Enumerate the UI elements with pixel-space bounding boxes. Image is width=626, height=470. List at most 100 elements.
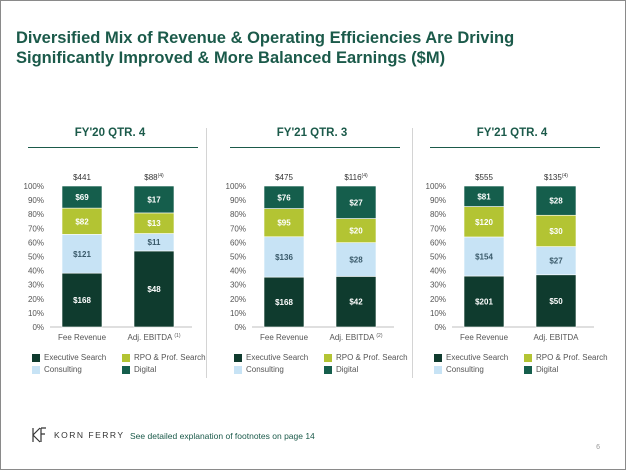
stacked-bar-chart: 0% 10% 20% 30% 40% 50% 60% 70% 80% 90% 100% $201 $15… — [426, 173, 594, 342]
data-label: $201 — [475, 298, 493, 307]
data-label: $69 — [75, 193, 89, 202]
legend-item-executive-search: Executive Search — [234, 353, 308, 362]
data-label: $27 — [349, 198, 363, 207]
legend-item-executive-search: Executive Search — [434, 353, 508, 362]
bar-segment-digital — [133, 185, 175, 214]
y-tick-label: 30% — [230, 281, 246, 290]
panel-rule — [230, 147, 400, 148]
slide-title: Diversified Mix of Revenue & Operating E… — [16, 28, 576, 68]
bar-segment-rpo-prof-search — [463, 206, 505, 238]
panel-rule — [430, 147, 600, 148]
total-label: $88(4) — [144, 173, 164, 182]
category-label: Fee Revenue — [460, 333, 509, 342]
data-label: $50 — [549, 297, 563, 306]
y-tick-label: 10% — [430, 309, 446, 318]
data-label: $76 — [277, 193, 291, 202]
legend-label: Consulting — [246, 365, 284, 374]
category-footnote-marker: (2) — [376, 333, 382, 339]
data-label: $11 — [148, 238, 161, 247]
bar-segment-digital — [463, 185, 505, 207]
y-tick-label: 50% — [230, 253, 246, 262]
legend-swatch — [434, 353, 442, 362]
y-tick-label: 50% — [430, 253, 446, 262]
y-tick-label: 10% — [28, 309, 44, 318]
y-tick-label: 20% — [230, 295, 246, 304]
bar-segment-digital — [335, 185, 377, 219]
category-footnote-marker: (1) — [174, 333, 180, 339]
y-tick-label: 10% — [230, 309, 246, 318]
total-label: $555 — [475, 173, 493, 182]
bar-segment-executive-search — [335, 276, 377, 328]
chart-panel-fy21-q3: FY'21 QTR. 3 0% 10% 20% 30% 40% 50% 60% 70% 80% 9… — [212, 127, 412, 387]
chart-panel-fy21-q4: FY'21 QTR. 4 0% 10% 20% 30% 40% 50% 60% 70% 80% 9… — [412, 127, 612, 387]
legend-label: Digital — [336, 365, 359, 374]
legend-swatch — [32, 365, 40, 374]
bar-segment-consulting — [263, 236, 305, 278]
total-label: $475 — [275, 173, 293, 182]
legend-swatch — [234, 365, 242, 374]
y-tick-label: 70% — [28, 224, 44, 233]
y-tick-label: 30% — [430, 281, 446, 290]
panel-divider — [206, 128, 207, 378]
y-tick-label: 60% — [28, 238, 44, 247]
title-line-1: Diversified Mix of Revenue & Operating E… — [16, 29, 515, 47]
legend-label: Digital — [536, 365, 559, 374]
y-tick-label: 40% — [230, 267, 246, 276]
data-label: $121 — [73, 250, 91, 259]
legend-item-consulting: Consulting — [234, 365, 284, 374]
legend-label: RPO & Prof. Search — [336, 353, 408, 362]
y-tick-label: 90% — [28, 196, 44, 205]
bar-segment-executive-search — [535, 274, 577, 328]
y-tick-label: 40% — [28, 267, 44, 276]
footnote-text: See detailed explanation of footnotes on… — [130, 431, 315, 441]
legend-label: Executive Search — [446, 353, 509, 362]
bar-segment-digital — [535, 185, 577, 216]
legend-swatch — [524, 365, 532, 374]
panel-rule — [28, 147, 198, 148]
legend-item-digital: Digital — [524, 365, 558, 374]
korn-ferry-logo: KORN FERRY — [30, 426, 125, 444]
data-label: $20 — [349, 227, 363, 236]
bar-segment-executive-search — [133, 250, 175, 328]
y-tick-label: 100% — [24, 182, 44, 191]
data-label: $120 — [475, 218, 493, 227]
total-label: $116(4) — [344, 173, 368, 182]
y-tick-label: 80% — [230, 210, 246, 219]
legend-swatch — [122, 365, 130, 374]
y-tick-label: 0% — [32, 323, 44, 332]
stacked-bar-chart: 0% 10% 20% 30% 40% 50% 60% 70% 80% 90% 100% $168 $12… — [24, 173, 192, 342]
legend-item-rpo-prof-search: RPO & Prof. Search — [122, 353, 206, 362]
y-tick-label: 80% — [430, 210, 446, 219]
data-label: $17 — [147, 195, 161, 204]
bar-segment-consulting — [463, 236, 505, 277]
bar-segment-executive-search — [61, 272, 103, 328]
data-label: $30 — [549, 227, 563, 236]
legend-item-digital: Digital — [324, 365, 358, 374]
legend-label: Executive Search — [44, 353, 107, 362]
bar-segment-executive-search — [463, 275, 505, 328]
legend-item-executive-search: Executive Search — [32, 353, 106, 362]
data-label: $42 — [349, 298, 363, 307]
data-label: $168 — [275, 298, 293, 307]
bar-segment-digital — [61, 185, 103, 209]
total-footnote-marker: (4) — [362, 173, 368, 179]
y-tick-label: 20% — [430, 295, 446, 304]
panel-title: FY'21 QTR. 4 — [476, 127, 548, 139]
data-label: $95 — [277, 219, 291, 228]
legend-item-consulting: Consulting — [434, 365, 484, 374]
data-label: $27 — [549, 257, 563, 266]
legend-label: RPO & Prof. Search — [536, 353, 608, 362]
page-number: 6 — [596, 444, 600, 451]
y-tick-label: 60% — [430, 238, 446, 247]
total-label: $135(4) — [544, 173, 568, 182]
legend-swatch — [234, 353, 242, 362]
y-tick-label: 90% — [230, 196, 246, 205]
total-footnote-marker: (4) — [562, 173, 568, 179]
bar-segment-rpo-prof-search — [335, 218, 377, 243]
data-label: $28 — [349, 256, 363, 265]
data-label: $13 — [147, 219, 161, 228]
category-label: Adj. EBITDA (1) — [127, 333, 180, 342]
legend-label: RPO & Prof. Search — [134, 353, 206, 362]
legend-swatch — [524, 353, 532, 362]
data-label: $154 — [475, 253, 493, 262]
